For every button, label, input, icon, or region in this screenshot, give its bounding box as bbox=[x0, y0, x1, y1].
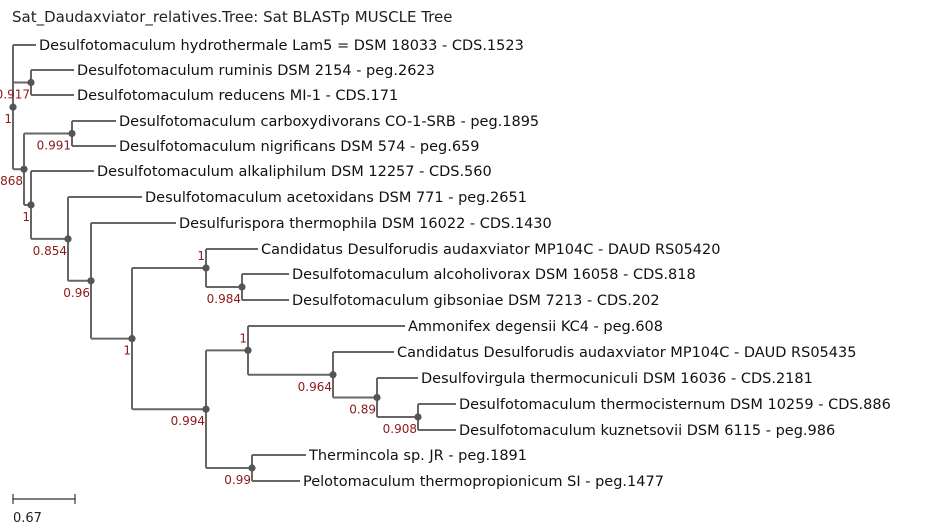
tree-node bbox=[202, 264, 210, 272]
support-value: 0.994 bbox=[171, 414, 205, 428]
leaf-label: Desulfotomaculum gibsoniae DSM 7213 - CD… bbox=[292, 293, 660, 309]
tree-node bbox=[20, 165, 28, 173]
support-value: 1 bbox=[22, 210, 30, 224]
support-value: 0.96 bbox=[63, 286, 90, 300]
leaf-label: Desulfotomaculum alcoholivorax DSM 16058… bbox=[292, 267, 696, 283]
leaf-label: Desulfotomaculum acetoxidans DSM 771 - p… bbox=[145, 190, 527, 206]
leaf-label: Desulfotomaculum reducens MI-1 - CDS.171 bbox=[77, 88, 398, 104]
tree-node bbox=[27, 78, 35, 87]
tree-node bbox=[244, 346, 252, 354]
support-value: 1 bbox=[123, 344, 131, 358]
leaf-label: Ammonifex degensii KC4 - peg.608 bbox=[408, 319, 663, 335]
tree-node bbox=[373, 393, 381, 402]
leaf-label: Desulfurispora thermophila DSM 16022 - C… bbox=[179, 216, 552, 232]
support-value: 1 bbox=[239, 331, 247, 345]
tree-node bbox=[9, 103, 17, 111]
leaf-label: Pelotomaculum thermopropionicum SI - peg… bbox=[303, 474, 664, 490]
support-value: 0.854 bbox=[33, 244, 67, 258]
support-value: 0.984 bbox=[207, 292, 241, 306]
tree-node bbox=[329, 371, 337, 379]
leaf-label: Desulfotomaculum kuznetsovii DSM 6115 - … bbox=[459, 423, 835, 439]
leaf-label: Desulfotomaculum carboxydivorans CO-1-SR… bbox=[119, 114, 539, 130]
support-value: 1 bbox=[197, 249, 205, 263]
leaf-label: Desulfotomaculum ruminis DSM 2154 - peg.… bbox=[77, 63, 435, 79]
support-value: 0.908 bbox=[383, 422, 417, 436]
support-value: 0.917 bbox=[0, 88, 30, 102]
tree-node bbox=[87, 277, 95, 285]
leaf-label: Thermincola sp. JR - peg.1891 bbox=[308, 448, 527, 464]
support-value: 1 bbox=[4, 112, 12, 126]
leaf-label: Candidatus Desulforudis audaxviator MP10… bbox=[397, 345, 856, 361]
leaf-label: Desulfotomaculum nigrificans DSM 574 - p… bbox=[119, 139, 480, 155]
tree-node bbox=[414, 413, 422, 421]
support-value: 0.99 bbox=[224, 473, 251, 487]
tree-node bbox=[27, 201, 35, 209]
tree-node bbox=[248, 464, 256, 472]
tree-node bbox=[202, 405, 210, 413]
tree-node bbox=[238, 283, 246, 291]
scale-bar: 0.67 bbox=[12, 494, 76, 526]
support-value: 0.964 bbox=[298, 380, 332, 394]
tree-node bbox=[64, 235, 72, 243]
tree-title: Sat_Daudaxviator_relatives.Tree: Sat BLA… bbox=[12, 8, 453, 26]
leaf-label: Desulfovirgula thermocuniculi DSM 16036 … bbox=[421, 371, 813, 387]
tree-node bbox=[128, 334, 136, 343]
leaf-label: Desulfotomaculum thermocisternum DSM 102… bbox=[459, 397, 891, 413]
leaf-label: Desulfotomaculum hydrothermale Lam5 = DS… bbox=[39, 38, 524, 54]
support-value: 0.89 bbox=[349, 403, 376, 417]
scale-bar-label: 0.67 bbox=[13, 511, 42, 526]
leaf-label: Candidatus Desulforudis audaxviator MP10… bbox=[261, 242, 720, 258]
support-value: 0.991 bbox=[37, 139, 71, 153]
tree-node bbox=[68, 129, 76, 138]
leaf-label: Desulfotomaculum alkaliphilum DSM 12257 … bbox=[97, 164, 492, 180]
support-value: 0.868 bbox=[0, 174, 23, 188]
